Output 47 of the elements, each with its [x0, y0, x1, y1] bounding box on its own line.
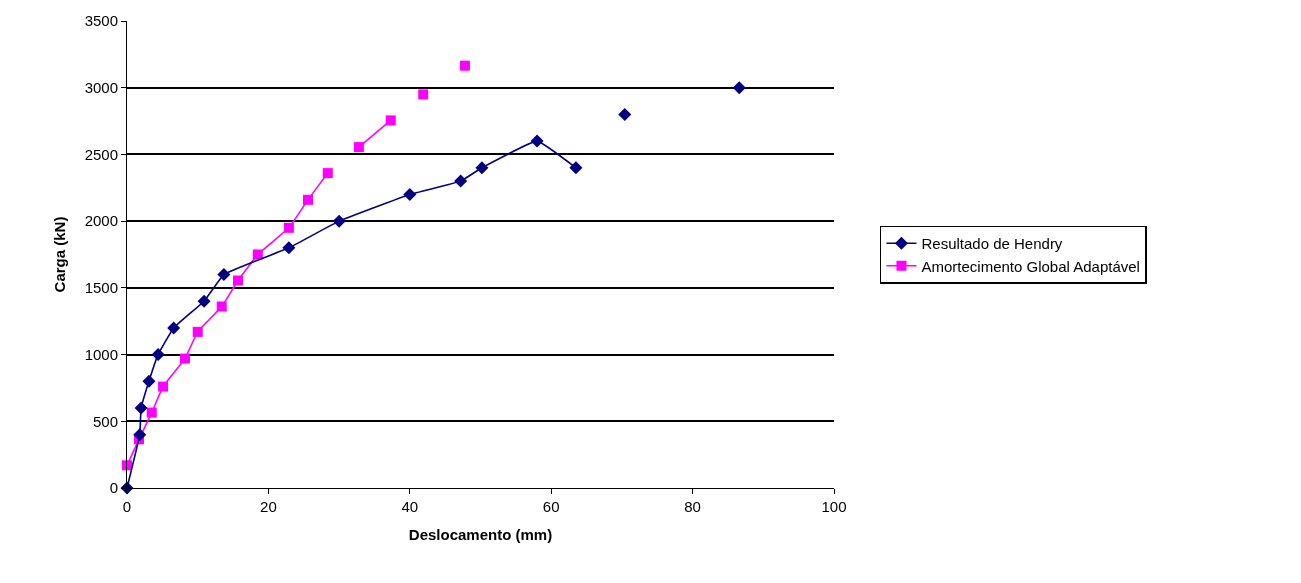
point: [332, 214, 346, 228]
x-tick-label: 20: [260, 498, 277, 515]
y-tick-label: 1500: [84, 279, 118, 297]
point: [216, 301, 227, 312]
point: [353, 142, 364, 153]
point: [322, 168, 333, 179]
point: [167, 321, 181, 335]
point: [134, 401, 148, 415]
y-tick-label: 3500: [84, 12, 118, 30]
x-tick-label: 60: [542, 498, 560, 515]
point: [233, 275, 243, 286]
x-tick-label: 0: [122, 498, 132, 515]
point: [569, 161, 583, 175]
point: [283, 222, 294, 233]
y-tick-label: 1000: [84, 345, 118, 363]
point: [475, 161, 489, 175]
legend-label: Amortecimento Global Adaptável: [921, 257, 1140, 275]
point: [179, 353, 190, 364]
y-tick-label: 500: [92, 412, 118, 430]
point: [142, 374, 156, 388]
x-tick-label: 100: [821, 498, 847, 515]
point: [418, 89, 429, 100]
point: [146, 407, 157, 418]
y-tick-label: 3000: [84, 78, 118, 96]
y-tick-label: 0: [109, 479, 118, 497]
point: [732, 81, 746, 95]
point: [192, 326, 203, 337]
legend-label: Resultado de Hendry: [921, 235, 1063, 253]
y-tick-label: 2000: [84, 212, 118, 230]
x-tick-label: 40: [401, 498, 419, 515]
y-tick-label: 2500: [84, 145, 118, 163]
point: [217, 268, 231, 282]
point: [158, 381, 169, 392]
x-tick-label: 80: [684, 498, 701, 515]
point: [282, 241, 296, 255]
point: [151, 348, 165, 362]
y-axis-title: Carga (kN): [50, 216, 68, 293]
point: [302, 194, 313, 205]
point: [403, 187, 417, 201]
point: [133, 428, 147, 442]
point: [252, 249, 263, 260]
x-axis-title: Deslocamento (mm): [408, 526, 553, 543]
point: [454, 174, 468, 188]
point: [197, 294, 211, 308]
point: [459, 60, 470, 71]
point: [618, 107, 632, 121]
point: [530, 134, 544, 148]
